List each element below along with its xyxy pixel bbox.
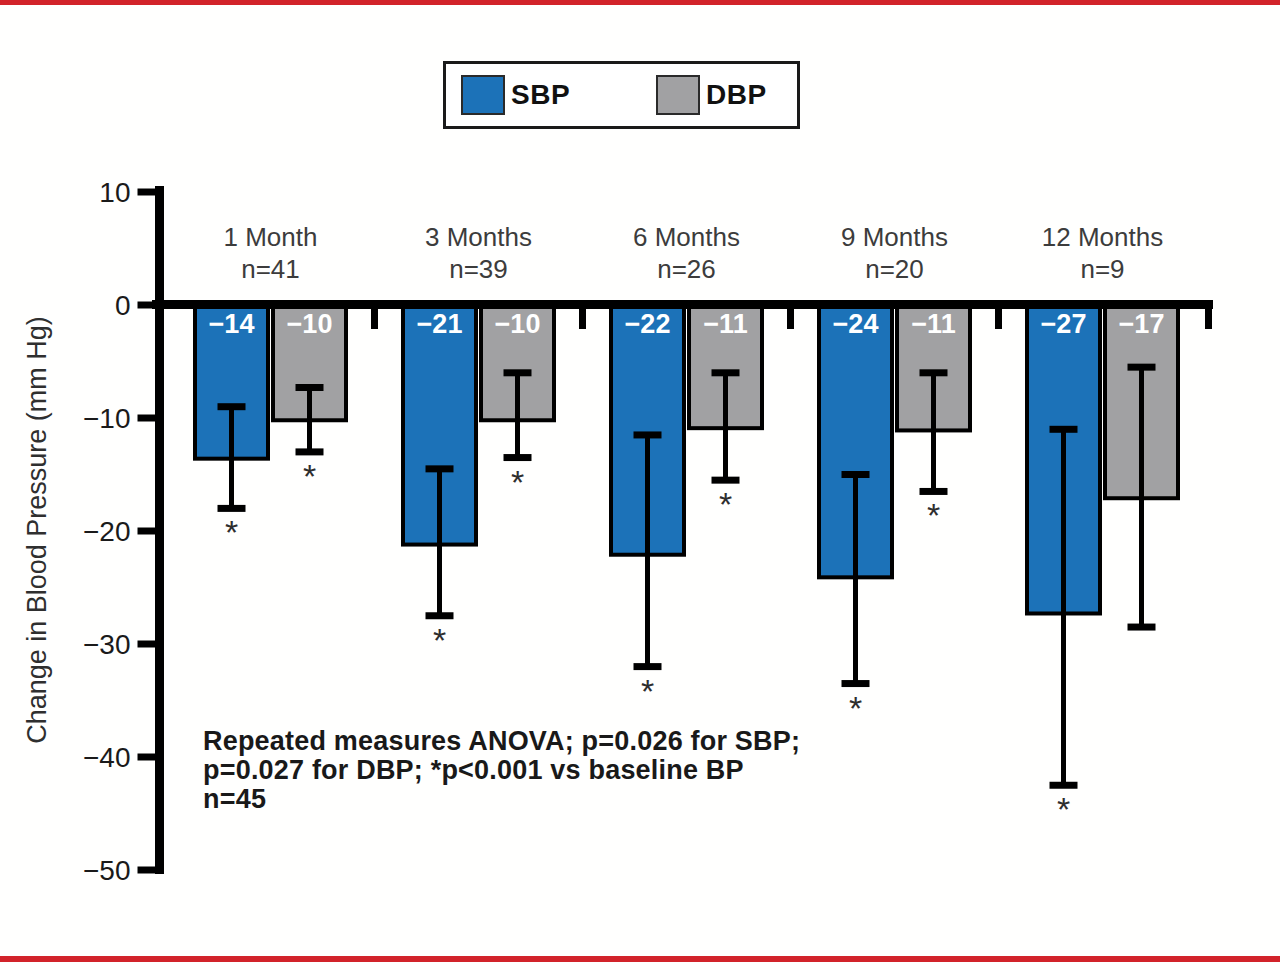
bar-value-label-dbp-1: −10 [287, 309, 333, 339]
group-n-label-4: n=20 [865, 254, 924, 284]
bar-value-label-dbp-3: −11 [703, 309, 747, 339]
bar-value-label-sbp-1: −14 [209, 309, 255, 339]
sig-asterisk-sbp-3: * [641, 672, 654, 710]
group-label-3: 6 Months [633, 222, 740, 252]
y-tick-label--30: −30 [83, 629, 131, 660]
group-label-2: 3 Months [425, 222, 532, 252]
group-n-label-2: n=39 [449, 254, 508, 284]
bar-value-label-sbp-4: −24 [833, 309, 879, 339]
y-axis-label: Change in Blood Pressure (mm Hg) [22, 316, 52, 744]
group-n-label-5: n=9 [1080, 254, 1124, 284]
bar-value-label-dbp-5: −17 [1119, 309, 1165, 339]
bar-value-label-sbp-2: −21 [417, 309, 463, 339]
group-label-1: 1 Month [224, 222, 318, 252]
annotation-line-1: Repeated measures ANOVA; p=0.026 for SBP… [203, 727, 800, 756]
bar-value-label-dbp-2: −10 [495, 309, 541, 339]
group-label-5: 12 Months [1042, 222, 1163, 252]
sig-asterisk-sbp-2: * [433, 621, 446, 659]
group-n-label-1: n=41 [241, 254, 300, 284]
y-tick-label--40: −40 [83, 742, 131, 773]
group-label-4: 9 Months [841, 222, 948, 252]
sig-asterisk-sbp-5: * [1057, 790, 1070, 828]
sig-asterisk-sbp-4: * [849, 689, 862, 727]
bar-value-label-sbp-3: −22 [625, 309, 671, 339]
sig-asterisk-dbp-1: * [303, 457, 316, 495]
sig-asterisk-dbp-3: * [719, 485, 732, 523]
annotation-line-2: p=0.027 for DBP; *p<0.001 vs baseline BP [203, 756, 800, 785]
y-tick-label-10: 10 [99, 177, 130, 208]
y-tick-label--50: −50 [83, 855, 131, 886]
group-n-label-3: n=26 [657, 254, 716, 284]
y-tick-label--20: −20 [83, 516, 131, 547]
y-tick-label--10: −10 [83, 403, 131, 434]
sig-asterisk-dbp-4: * [927, 496, 940, 534]
annotation: Repeated measures ANOVA; p=0.026 for SBP… [203, 727, 800, 814]
bar-value-label-sbp-5: −27 [1041, 309, 1087, 339]
y-tick-label-0: 0 [115, 290, 131, 321]
sig-asterisk-sbp-1: * [225, 513, 238, 551]
sig-asterisk-dbp-2: * [511, 463, 524, 501]
bar-value-label-dbp-4: −11 [911, 309, 955, 339]
annotation-line-3: n=45 [203, 785, 800, 814]
bar-chart: 1 Monthn=41 3 Monthsn=39 6 Monthsn=26 9 Mon… [0, 0, 1280, 962]
